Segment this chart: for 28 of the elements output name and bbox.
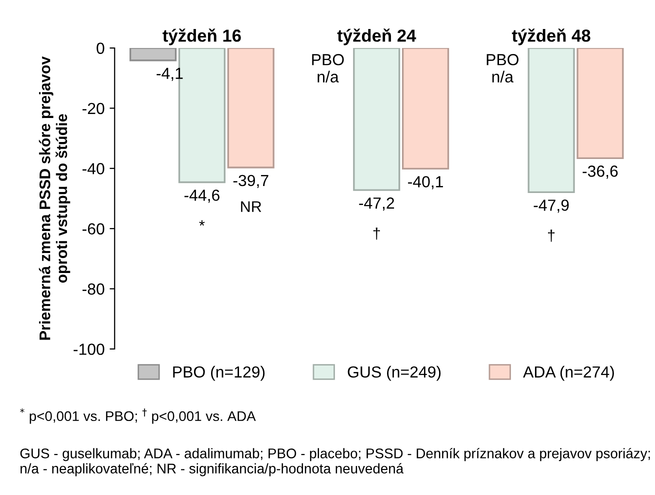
- annotation: NR: [241, 201, 262, 212]
- text: GUS - guselkumab; ADA - adalimumab; PBO - placebo; PSSD - Denník príznakov a prejavov psoriázy; n/a - neaplikovateľné; NR - signifikancia/p-hodnota neuvedená: [20, 448, 650, 476]
- x-tick-label: týždeň 16: [162, 28, 241, 46]
- annotation: *: [199, 220, 205, 226]
- data-label: -40,1: [408, 176, 443, 190]
- y-tick-label: -100: [74, 344, 104, 355]
- y-axis-title: Priemerná zmena PSSD skóre prejavov oproti vstupu do štúdie: [38, 56, 70, 340]
- data-label: -47,2: [359, 197, 394, 211]
- legend-label: GUS (n=249): [348, 366, 441, 381]
- data-label: -4,1: [156, 68, 183, 81]
- annotation: †: [373, 228, 380, 240]
- data-label: -39,7: [233, 174, 268, 188]
- data-label: -47,9: [534, 200, 569, 213]
- text: $^{*}$ p<0,001 vs. PBO; $^{†}$ p<0,001 vs. ADA: [20, 408, 256, 424]
- x-tick-label: týždeň 24: [337, 28, 416, 46]
- legend-label: ADA (n=274): [523, 366, 614, 381]
- x-tick-label: týždeň 48: [512, 28, 590, 46]
- data-label: -44,6: [184, 190, 220, 203]
- annotation: PBO n/a: [312, 54, 344, 83]
- y-tick-label: -40: [82, 163, 104, 174]
- legend-label: PBO (n=129): [173, 366, 265, 381]
- data-label: -36,6: [582, 166, 618, 179]
- annotation: †: [548, 230, 555, 242]
- y-tick-label: -60: [82, 223, 104, 235]
- annotation: PBO n/a: [486, 54, 518, 83]
- y-tick-label: 0: [96, 42, 104, 54]
- y-tick-label: -80: [82, 283, 104, 295]
- y-tick-label: -20: [82, 102, 104, 114]
